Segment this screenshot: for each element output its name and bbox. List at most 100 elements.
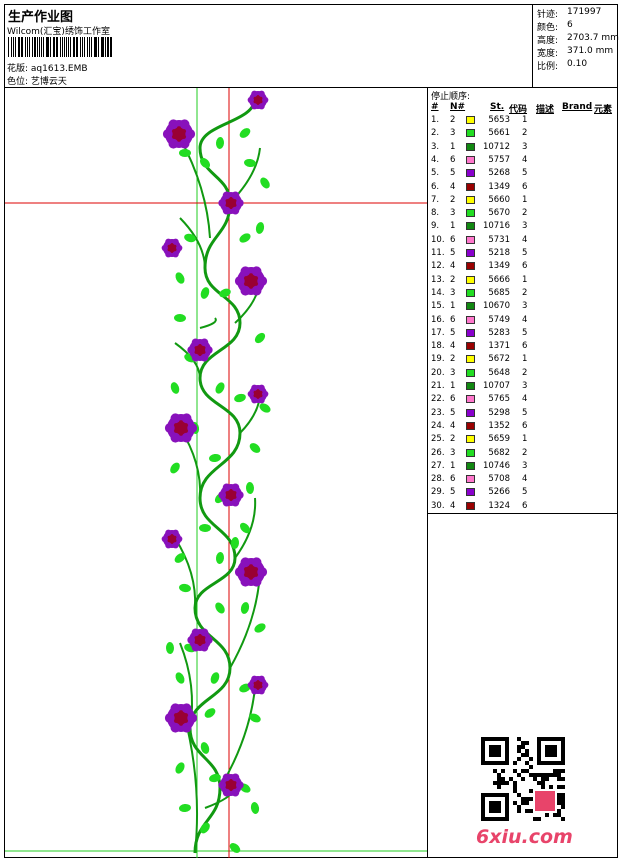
row-code: 4 [522, 394, 528, 405]
qr-module [525, 749, 529, 753]
row-color-swatch [466, 116, 475, 124]
rose-petal [234, 276, 245, 286]
row-index: 24. [431, 420, 445, 431]
row-code: 3 [522, 381, 528, 391]
qr-module [497, 777, 501, 781]
row-needle: 1 [450, 460, 456, 471]
rose-petal [170, 722, 181, 733]
rose-petal [222, 498, 231, 507]
row-needle: 2 [450, 194, 456, 205]
leaf-icon [179, 149, 191, 157]
qr-module [529, 797, 533, 801]
row-index: 14. [431, 287, 445, 298]
qr-module [541, 777, 545, 781]
row-code: 4 [522, 314, 528, 325]
leaf-icon [250, 802, 260, 814]
qr-module [513, 781, 517, 785]
qr-module [553, 813, 557, 817]
qr-module [501, 777, 505, 781]
qr-module [513, 785, 517, 789]
row-needle: 4 [450, 341, 456, 352]
row-index: 28. [431, 474, 445, 485]
qr-module [557, 797, 561, 801]
table-row: 19. 2 5672 1 [428, 354, 618, 367]
qr-module [521, 801, 525, 805]
qr-module [525, 801, 529, 805]
rose-flower-center [224, 196, 238, 210]
qr-module [561, 817, 565, 821]
row-color-swatch [466, 408, 475, 417]
leaf-icon [259, 403, 271, 413]
row-stitches: 5298 [488, 407, 510, 418]
barcode [8, 37, 114, 57]
stat-stitches: 针迹: 171997 [537, 7, 602, 20]
table-row: 2. 3 5661 2 [428, 128, 618, 141]
row-index: 20. [431, 367, 445, 378]
rose-petal [258, 675, 265, 682]
row-stitches: 5283 [488, 327, 510, 338]
row-stitches: 1324 [488, 500, 510, 511]
row-needle: 2 [450, 354, 456, 365]
row-stitches: 5708 [488, 474, 510, 485]
row-stitches: 1371 [488, 341, 510, 352]
qr-module [517, 793, 521, 797]
leaf-icon [200, 822, 210, 834]
qr-module [517, 805, 521, 809]
qr-module [545, 773, 549, 777]
leaf-icon [174, 313, 186, 323]
row-color-swatch [466, 222, 475, 231]
stats-box: 针迹: 171997 颜色: 6 高度: 2703.7 mm 宽度: 371.0 mm … [532, 4, 619, 88]
leaf-icon [209, 773, 221, 783]
row-color-swatch [466, 488, 475, 497]
rose-petal [164, 713, 175, 723]
rose-petal [235, 491, 244, 499]
row-index: 15. [431, 301, 445, 312]
row-stitches: 5218 [488, 248, 510, 258]
row-index: 13. [431, 274, 445, 285]
qr-module [529, 809, 533, 813]
row-color-swatch [466, 169, 475, 178]
rose-petal [181, 722, 192, 733]
colorway-label: 色位: [7, 77, 29, 87]
row-needle: 4 [450, 181, 456, 192]
row-color-swatch [466, 129, 475, 138]
row-stitches: 5765 [488, 394, 510, 405]
leaf-icon [199, 523, 211, 533]
row-code: 4 [522, 154, 528, 165]
leaf-icon [204, 708, 216, 718]
leaf-icon [240, 522, 250, 534]
row-color-swatch [466, 262, 475, 271]
row-stitches: 10746 [482, 460, 510, 471]
rose-petal [162, 129, 173, 139]
embroidery-preview [5, 88, 427, 858]
rose-petal [247, 390, 254, 398]
rose-petal [200, 338, 209, 347]
qr-module [497, 781, 501, 785]
row-color-swatch [466, 142, 475, 151]
row-code: 6 [522, 420, 528, 431]
row-code: 1 [522, 274, 528, 285]
qr-module [525, 761, 529, 765]
row-color-swatch [466, 182, 475, 191]
row-index: 1. [431, 115, 440, 125]
row-needle: 5 [450, 248, 456, 258]
rose-petal [191, 353, 200, 362]
rose-petal [240, 576, 251, 587]
row-color-swatch [466, 249, 475, 257]
row-color-swatch [466, 501, 475, 510]
row-needle: 3 [450, 287, 456, 298]
row-color-swatch [466, 475, 475, 484]
rose-petal [262, 390, 269, 398]
qr-module [525, 809, 529, 813]
qr-module [561, 797, 565, 801]
row-stitches: 5659 [488, 434, 510, 445]
row-index: 2. [431, 128, 440, 139]
qr-module [505, 781, 509, 785]
leaf-icon [219, 288, 231, 298]
row-code: 5 [522, 168, 528, 179]
row-needle: 5 [450, 168, 456, 179]
file-line: 花版: aq1613.EMB [7, 61, 88, 74]
leaf-icon [249, 443, 261, 453]
qr-finder-center [545, 745, 557, 757]
qr-module [493, 781, 497, 785]
